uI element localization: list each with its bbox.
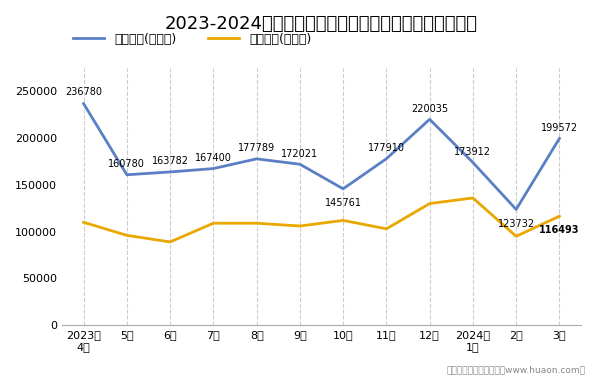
Legend: 出口总额(万美元), 进口总额(万美元): 出口总额(万美元), 进口总额(万美元) [68,28,316,51]
Text: 236780: 236780 [65,87,102,97]
Text: 160780: 160780 [109,159,145,169]
进口总额(万美元) [469,196,476,200]
Text: 145761: 145761 [325,198,362,208]
出口总额(万美元) [340,187,347,191]
进口总额(万美元) [210,221,217,226]
Text: 199572: 199572 [541,123,578,133]
进口总额(万美元) [167,240,174,244]
进口总额(万美元) [513,234,520,239]
出口总额(万美元) [556,136,563,141]
进口总额(万美元) [80,220,87,225]
进口总额(万美元) [383,226,390,231]
出口总额(万美元) [513,207,520,212]
出口总额(万美元) [383,156,390,161]
Text: 173912: 173912 [454,147,491,157]
出口总额(万美元) [253,156,260,161]
出口总额(万美元) [80,101,87,106]
Line: 出口总额(万美元): 出口总额(万美元) [84,104,559,209]
Text: 163782: 163782 [152,156,189,166]
Text: 123732: 123732 [497,219,535,229]
Text: 116493: 116493 [539,225,580,235]
Title: 2023-2024年长沙市商品收发货人所在地进、出口额统计: 2023-2024年长沙市商品收发货人所在地进、出口额统计 [165,15,478,33]
进口总额(万美元) [426,201,433,206]
进口总额(万美元) [253,221,260,226]
Text: 177910: 177910 [368,143,405,153]
出口总额(万美元) [124,172,131,177]
进口总额(万美元) [296,224,303,228]
Text: 制图：华经产业研究院（www.huaon.com）: 制图：华经产业研究院（www.huaon.com） [446,365,585,374]
出口总额(万美元) [469,160,476,165]
Line: 进口总额(万美元): 进口总额(万美元) [84,198,559,242]
出口总额(万美元) [167,170,174,174]
Text: 172021: 172021 [281,149,318,159]
出口总额(万美元) [426,117,433,122]
Text: 177789: 177789 [238,143,275,153]
Text: 167400: 167400 [195,153,232,163]
出口总额(万美元) [296,162,303,167]
出口总额(万美元) [210,166,217,171]
进口总额(万美元) [556,214,563,218]
进口总额(万美元) [124,233,131,238]
进口总额(万美元) [340,218,347,223]
Text: 220035: 220035 [411,104,448,114]
